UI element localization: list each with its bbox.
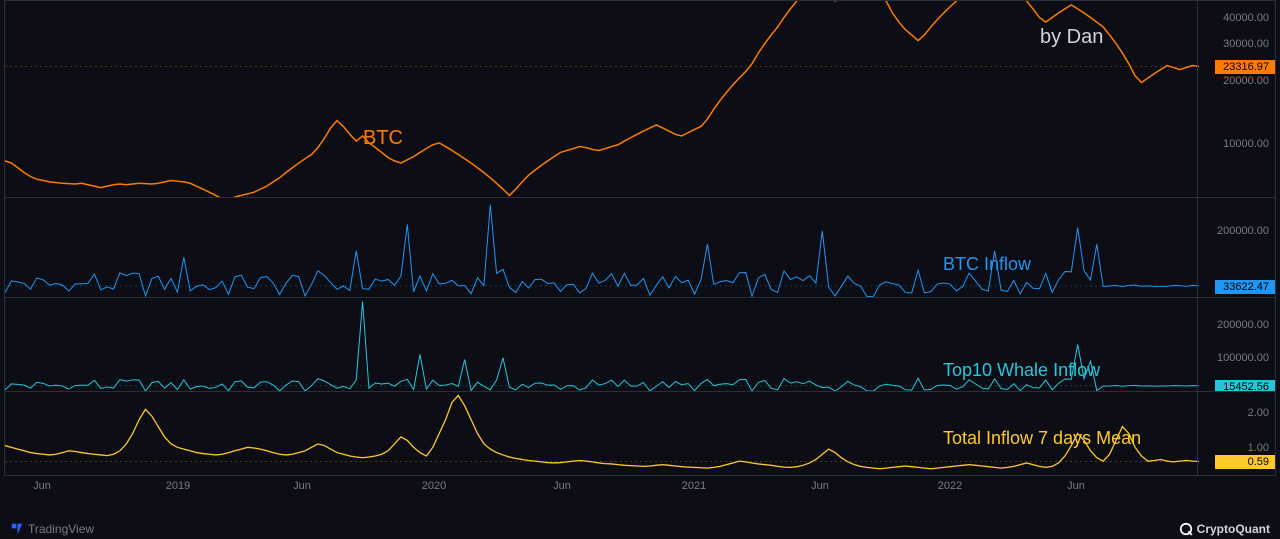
series-label-whale: Top10 Whale Inflow: [943, 360, 1100, 381]
current-value-btc: 23316.97: [1215, 60, 1275, 74]
x-tick: 2022: [938, 480, 962, 492]
y-tick: 30000.00: [1223, 38, 1269, 50]
y-tick: 10000.00: [1223, 138, 1269, 150]
cryptoquant-logo: CryptoQuant: [1179, 522, 1270, 536]
y-axis-btc[interactable]: 40000.00 30000.00 20000.00 10000.00 23316.97: [1197, 1, 1275, 197]
series-label-btc: BTC: [363, 127, 403, 150]
x-tick: Jun: [811, 480, 829, 492]
x-tick: 2019: [166, 480, 190, 492]
y-axis-inflow[interactable]: 200000.00 33622.47: [1197, 198, 1275, 297]
panel-mean7[interactable]: 2.00 1.000.59 Total Inflow 7 days Mean: [4, 391, 1276, 475]
panel-inflow[interactable]: 200000.00 33622.47 BTC Inflow: [4, 197, 1276, 297]
x-tick: Jun: [33, 480, 51, 492]
cryptoquant-text: CryptoQuant: [1197, 522, 1270, 536]
chart-container: 40000.00 30000.00 20000.00 10000.00 23316.97…: [0, 0, 1280, 539]
series-btc: [5, 1, 1199, 197]
y-tick: 100000.00: [1217, 352, 1269, 364]
tradingview-text: TradingView: [28, 522, 94, 536]
tradingview-logo: TradingView: [10, 522, 94, 536]
x-tick: 2020: [422, 480, 446, 492]
x-tick: 2021: [682, 480, 706, 492]
panel-whale[interactable]: 200000.00100000.0015452.56Top10 Whale In…: [4, 297, 1276, 391]
series-inflow: [5, 205, 1199, 297]
x-tick: Jun: [293, 480, 311, 492]
x-axis[interactable]: Jun 2019 Jun 2020 Jun 2021 Jun 2022 Jun: [4, 475, 1276, 497]
y-axis-whale[interactable]: 200000.00100000.0015452.56: [1197, 298, 1275, 391]
y-axis-mean7[interactable]: 2.00 1.000.59: [1197, 392, 1275, 475]
current-value-inflow: 33622.47: [1215, 280, 1275, 294]
series-label-mean7: Total Inflow 7 days Mean: [943, 428, 1141, 449]
plot-area-btc[interactable]: [5, 1, 1199, 197]
cryptoquant-icon: [1179, 522, 1193, 536]
y-tick: 1.00: [1248, 442, 1269, 454]
plot-area-inflow[interactable]: [5, 198, 1199, 297]
y-tick: 40000.00: [1223, 12, 1269, 24]
current-value-mean7: 0.59: [1215, 455, 1275, 469]
y-tick: 20000.00: [1223, 75, 1269, 87]
series-label-inflow: BTC Inflow: [943, 254, 1031, 275]
footer: TradingView CryptoQuant: [0, 519, 1280, 539]
author-label: by Dan: [1040, 26, 1103, 49]
y-tick: 200000.00: [1217, 225, 1269, 237]
y-tick: 2.00: [1248, 407, 1269, 419]
tradingview-icon: [10, 522, 24, 536]
y-tick: 200000.00: [1217, 319, 1269, 331]
x-tick: Jun: [1067, 480, 1085, 492]
x-tick: Jun: [553, 480, 571, 492]
